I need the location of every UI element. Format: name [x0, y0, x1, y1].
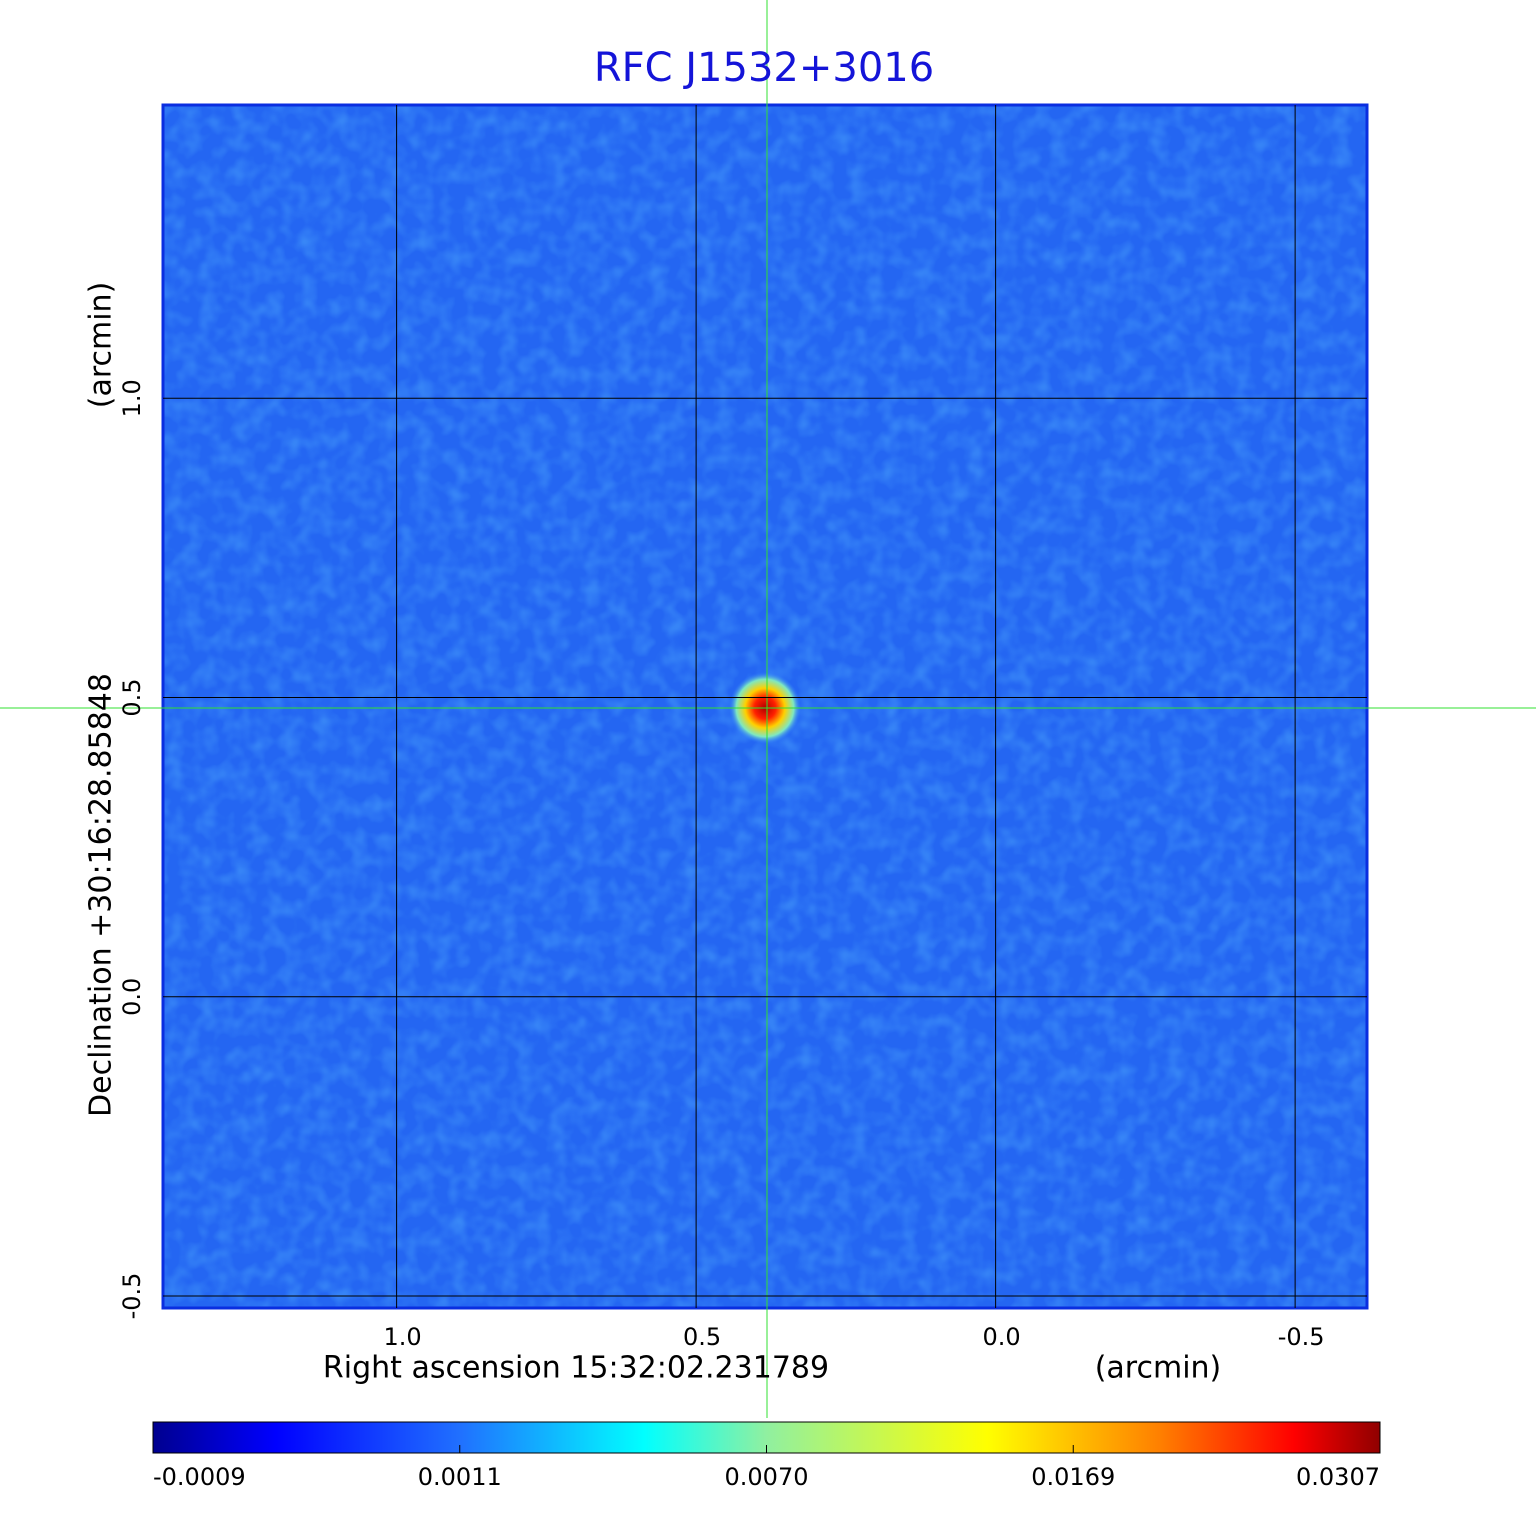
y-tick-label: 0.5 — [118, 678, 146, 716]
plot-border — [161, 103, 1369, 1310]
x-axis-label: Right ascension 15:32:02.231789 — [323, 1351, 829, 1386]
colorbar-tick-label: 0.0070 — [725, 1463, 809, 1491]
y-axis-unit: (arcmin) — [84, 282, 119, 409]
colorbar-tick-label: -0.0009 — [153, 1463, 246, 1491]
colorbar-tick-label: 0.0011 — [418, 1463, 502, 1491]
chart-title: RFC J1532+3016 — [594, 45, 934, 91]
y-tick-label: 1.0 — [118, 379, 146, 417]
colorbar-tick-label: 0.0169 — [1031, 1463, 1115, 1491]
x-tick-label: 0.0 — [983, 1323, 1021, 1351]
x-tick-label: 1.0 — [384, 1323, 422, 1351]
x-tick-label: -0.5 — [1278, 1323, 1325, 1351]
colorbar-tick-label: 0.0307 — [1296, 1463, 1380, 1491]
x-axis-unit: (arcmin) — [1095, 1351, 1222, 1386]
y-tick-label: -0.5 — [118, 1273, 146, 1320]
x-tick-label: 0.5 — [683, 1323, 721, 1351]
y-tick-label: 0.0 — [118, 978, 146, 1016]
y-axis-label: Declination +30:16:28.85848 — [84, 673, 119, 1117]
